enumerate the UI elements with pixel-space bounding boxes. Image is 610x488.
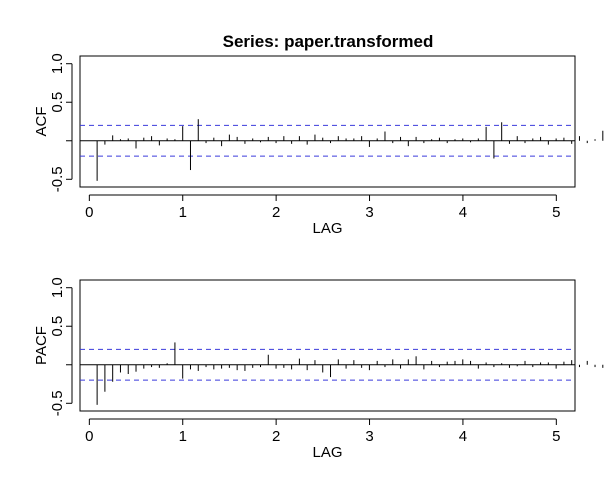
x-tick-label: 2: [272, 204, 280, 221]
x-tick-label: 5: [552, 428, 560, 445]
x-tick-label: 5: [552, 204, 560, 221]
y-tick-label: 0.5: [49, 316, 66, 337]
x-tick-label: 3: [365, 428, 373, 445]
x-tick-label: 4: [459, 428, 467, 445]
plot-frame: [79, 55, 576, 188]
pacf-panel: 0 1 2 3 4 5 LAG -0.5 0.5 1.0 PACF: [33, 277, 604, 461]
y-tick-label: -0.5: [49, 166, 66, 192]
x-tick-label: 2: [272, 428, 280, 445]
y-tick-label: 1.0: [49, 53, 66, 74]
x-tick-label: 0: [85, 204, 93, 221]
y-axis-label: ACF: [33, 107, 50, 137]
y-tick-label: -0.5: [49, 390, 66, 416]
y-tick-label: 0.5: [49, 92, 66, 113]
x-tick-label: 3: [365, 204, 373, 221]
x-tick-label: 4: [459, 204, 467, 221]
acf-panel: 0 1 2 3 4 5 LAG -0.5 0.5 1.0 ACF: [33, 53, 604, 237]
x-axis-label: LAG: [312, 220, 342, 237]
chart-title: Series: paper.transformed: [223, 32, 434, 51]
x-axis-label: LAG: [312, 444, 342, 461]
y-tick-label: 1.0: [49, 277, 66, 298]
plot-frame: [79, 279, 576, 412]
x-tick-label: 0: [85, 428, 93, 445]
y-axis-label: PACF: [33, 326, 50, 365]
x-tick-label: 1: [179, 204, 187, 221]
x-tick-label: 1: [179, 428, 187, 445]
